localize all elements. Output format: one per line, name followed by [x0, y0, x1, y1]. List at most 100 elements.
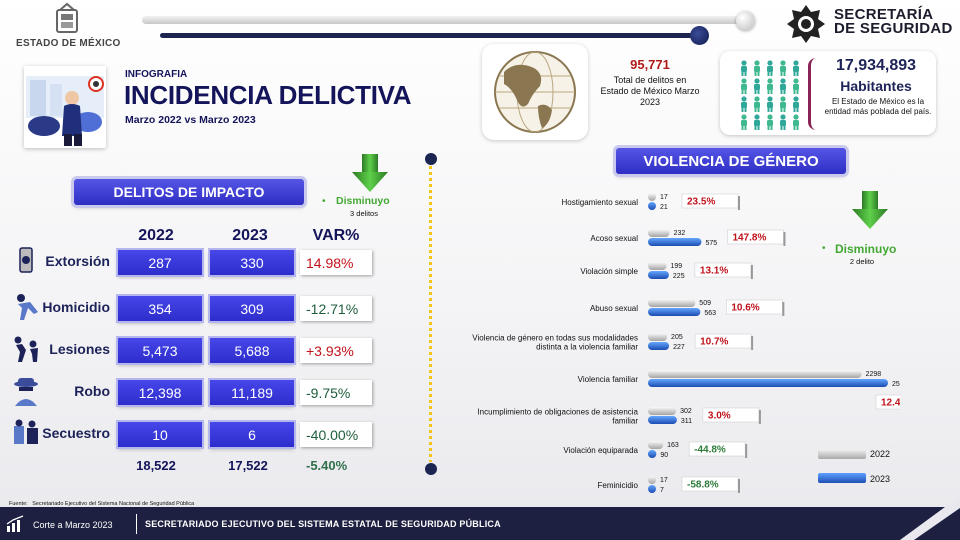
value-2022: 10 — [118, 422, 202, 447]
divider-dot-bottom — [425, 463, 437, 475]
value-label-2022: 17 — [660, 194, 668, 201]
bar-2023 — [648, 450, 657, 458]
population-label: Habitantes — [840, 78, 912, 94]
variation-box-shadow — [745, 444, 748, 458]
category-label: Violencia familiar — [578, 375, 639, 384]
gender-violence-chart: Hostigamiento sexual 17 21 23.5% Acoso sexua… — [472, 193, 900, 494]
variation-label: 10.6% — [731, 303, 759, 314]
total-crimes-description: Total de delitos en Estado de México Mar… — [600, 75, 700, 107]
decrease-bullet: • — [322, 196, 326, 207]
source-note: Fuente: Secretariado Ejecutivo del Siste… — [9, 501, 194, 507]
variation-box — [727, 229, 784, 245]
bar-2023 — [648, 271, 669, 279]
variation-box-shadow — [738, 196, 740, 210]
variation-label: 147.8% — [732, 233, 766, 244]
person-icon — [767, 114, 773, 130]
person-icon — [793, 60, 799, 76]
value-label-2023: 563 — [704, 310, 716, 317]
variation-box — [875, 394, 900, 410]
value-label-2022: 509 — [699, 300, 711, 307]
value-2022: 5,473 — [118, 338, 202, 363]
bar-2022 — [648, 262, 667, 270]
variation-value: -12.71% — [300, 296, 372, 321]
variation-label: -44.8% — [694, 445, 726, 456]
variation-box-shadow — [750, 265, 753, 279]
value-2023: 11,189 — [210, 380, 294, 405]
bar-2022 — [648, 333, 668, 341]
source-text: Secretariado Ejecutivo del Sistema Nacio… — [32, 501, 195, 507]
person-icon — [780, 114, 786, 130]
person-icon — [767, 60, 773, 76]
bar-2022 — [648, 441, 664, 449]
column-header-2023: 2023 — [232, 227, 268, 244]
gov-name: ESTADO DE MÉXICO — [16, 38, 121, 49]
category-label: Violencia de género en todas sus modalid… — [472, 334, 638, 352]
impacto-decrease-sub: 3 delitos — [350, 209, 378, 218]
footer-separator — [136, 514, 137, 534]
globe-card — [482, 44, 588, 140]
category-label: Hostigamiento sexual — [562, 198, 639, 207]
violencia-decrease-sub: 2 delito — [849, 257, 875, 266]
variation-label: 12.4% — [881, 398, 900, 409]
category-label: Abuso sexual — [590, 304, 638, 313]
person-icon — [741, 96, 747, 112]
police-badge-icon — [787, 5, 825, 43]
person-icon — [741, 60, 747, 76]
thief-icon — [14, 378, 38, 406]
variation-value: +3.93% — [300, 338, 372, 363]
person-icon — [793, 114, 799, 130]
legend-label-2022: 2022 — [870, 449, 891, 459]
value-label-2022: 302 — [680, 408, 692, 415]
secretaria-line2: DE SEGURIDAD — [834, 20, 953, 37]
variation-box-shadow — [782, 302, 785, 316]
category-label: Incumplimiento de obligaciones de asiste… — [477, 408, 638, 426]
category-label: Acoso sexual — [590, 234, 638, 243]
footer-corner-decoration — [900, 496, 960, 540]
section-title-impacto: DELITOS DE IMPACTO — [74, 179, 304, 205]
value-2023: 6 — [210, 422, 294, 447]
decrease-arrow-icon — [352, 154, 388, 192]
value-2023: 330 — [210, 250, 294, 275]
infographic-supertitle: INFOGRAFIA — [125, 69, 188, 80]
person-icon — [741, 78, 747, 94]
person-icon — [780, 96, 786, 112]
variation-value: -9.75% — [300, 380, 372, 405]
bar-2023 — [648, 342, 670, 350]
person-icon — [780, 60, 786, 76]
bar-2022 — [648, 193, 656, 201]
variation-label: 10.7% — [700, 337, 728, 348]
person-icon — [754, 60, 760, 76]
value-label-2022: 2298 — [866, 371, 882, 378]
total-crimes-number: 95,771 — [630, 57, 670, 72]
crime-name: Extorsión — [45, 253, 110, 269]
person-icon — [793, 96, 799, 112]
value-label-2023: 225 — [673, 273, 685, 280]
crime-name: Lesiones — [49, 341, 110, 357]
page-title: INCIDENCIA DELICTIVA — [124, 80, 412, 110]
vertical-divider — [429, 166, 432, 462]
column-header-var: VAR% — [312, 227, 360, 244]
bar-2022 — [648, 476, 656, 484]
decorative-track — [142, 16, 750, 24]
variation-box — [694, 262, 752, 278]
phone-alert-icon — [19, 247, 33, 273]
source-label: Fuente: — [9, 501, 28, 507]
variation-label: 13.1% — [700, 266, 728, 277]
value-label-2022: 199 — [670, 263, 682, 270]
footer-bar — [0, 507, 960, 540]
impacto-decrease-label: Disminuyo — [336, 195, 390, 207]
crime-name: Robo — [74, 383, 110, 399]
person-icon — [767, 78, 773, 94]
section-title-violencia: VIOLENCIA DE GÉNERO — [616, 148, 846, 174]
value-label-2023: 227 — [673, 344, 685, 351]
value-2023: 5,688 — [210, 338, 294, 363]
crime-name: Secuestro — [42, 425, 110, 441]
population-description: El Estado de México es la entidad más po… — [824, 97, 932, 116]
person-icon — [767, 96, 773, 112]
crime-name: Homicidio — [42, 299, 110, 315]
column-header-2022: 2022 — [138, 227, 174, 244]
hero-illustration — [24, 66, 106, 148]
variation-box-shadow — [738, 479, 740, 493]
value-2022: 354 — [118, 296, 202, 321]
category-label: Violación equiparada — [563, 446, 638, 455]
